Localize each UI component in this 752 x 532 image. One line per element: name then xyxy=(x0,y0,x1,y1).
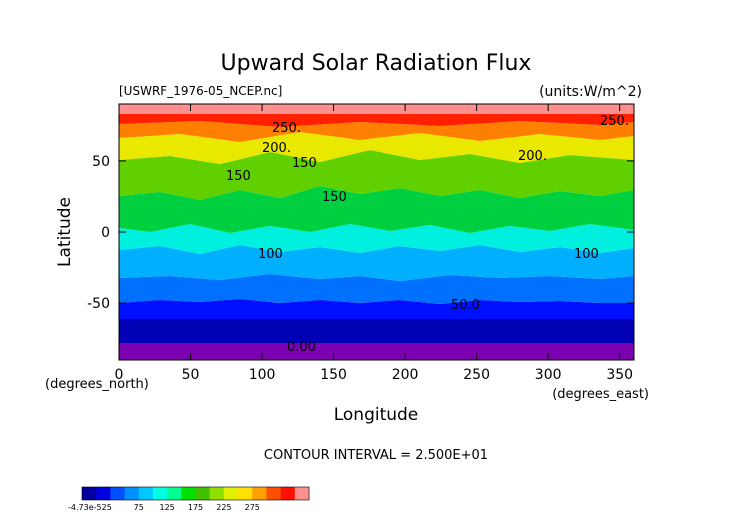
band-equator xyxy=(119,224,634,254)
band-south-high xyxy=(119,319,634,343)
colorbar-swatch xyxy=(152,487,168,500)
plot-area xyxy=(118,103,635,361)
band-north-pole-edge xyxy=(119,112,634,127)
x-tick-label: 350 xyxy=(606,367,633,383)
band-north-tropic xyxy=(119,186,634,233)
x-tick-label: 200 xyxy=(392,367,419,383)
units-label: (units:W/m^2) xyxy=(539,84,642,100)
band-south-pole xyxy=(119,343,634,360)
contour-label: 100 xyxy=(574,247,599,262)
x-axis-unit: (degrees_east) xyxy=(552,387,649,402)
contour-label: 0.00 xyxy=(287,340,316,355)
band-north-mid xyxy=(119,132,634,164)
contour-interval: CONTOUR INTERVAL = 2.500E+01 xyxy=(264,448,488,463)
colorbar-swatch xyxy=(138,487,154,500)
contour-label: 250. xyxy=(600,114,629,129)
colorbar-swatch xyxy=(82,487,97,500)
y-tick-label: 0 xyxy=(101,225,110,241)
colorbar-swatch xyxy=(280,487,296,500)
band-south-tropic xyxy=(119,245,634,281)
x-axis: 0 50 100 150 200 250 300 350 xyxy=(115,104,633,383)
colorbar-tick-label: 275 xyxy=(245,503,260,512)
colorbar-swatch xyxy=(124,487,140,500)
colorbar-frame xyxy=(81,486,310,501)
band-south-subtropic xyxy=(119,274,634,304)
colorbar-ticks: -4.73e-525 75 125 175 225 275 xyxy=(68,503,260,512)
colorbar-swatch xyxy=(209,487,225,500)
contour-label: 150 xyxy=(322,190,347,205)
x-axis-label: Longitude xyxy=(334,405,419,425)
colorbar-swatch xyxy=(266,487,282,500)
contour-label: 150 xyxy=(226,169,251,184)
y-tick-label: -50 xyxy=(87,296,110,312)
x-tick-label: 300 xyxy=(535,367,562,383)
colorbar-swatch xyxy=(167,487,182,500)
x-tick-label: 100 xyxy=(249,367,276,383)
colorbar xyxy=(81,486,310,501)
x-tick-label: 50 xyxy=(182,367,200,383)
x-tick-label: 0 xyxy=(115,367,124,383)
contour-label: 250. xyxy=(272,121,301,136)
y-axis: -50 0 50 xyxy=(87,154,634,312)
colorbar-swatch xyxy=(238,487,253,500)
band-south-mid xyxy=(119,299,634,319)
x-tick-label: 250 xyxy=(463,367,490,383)
colorbar-swatch xyxy=(195,487,211,500)
band-north-high xyxy=(119,121,634,142)
file-label: [USWRF_1976-05_NCEP.nc] xyxy=(119,84,282,98)
colorbar-tick-label: 175 xyxy=(188,503,203,512)
contour-label: 50.0 xyxy=(451,298,480,313)
y-axis-unit: (degrees_north) xyxy=(45,377,149,392)
band-north-subtropic xyxy=(119,150,634,200)
colorbar-tick-label: 225 xyxy=(216,503,231,512)
contour-label: 150 xyxy=(292,156,317,171)
colorbar-swatch xyxy=(252,487,267,500)
colorbar-swatch xyxy=(96,487,111,500)
x-tick-label: 150 xyxy=(320,367,347,383)
colorbar-swatch xyxy=(181,487,196,500)
contour-label: 200. xyxy=(518,149,547,164)
band-north-pole xyxy=(119,104,634,114)
colorbar-tick-label: 125 xyxy=(159,503,174,512)
y-axis-label: Latitude xyxy=(55,197,75,267)
contour-label: 200. xyxy=(262,141,291,156)
colorbar-swatch xyxy=(110,487,126,500)
colorbar-swatch xyxy=(223,487,239,500)
colorbar-tick-label: 75 xyxy=(134,503,144,512)
y-tick-label: 50 xyxy=(92,154,110,170)
chart-title: Upward Solar Radiation Flux xyxy=(221,51,532,76)
contour-label: 100 xyxy=(258,247,283,262)
colorbar-tick-label: -4.73e-525 xyxy=(68,503,112,512)
colorbar-swatch xyxy=(294,487,310,500)
